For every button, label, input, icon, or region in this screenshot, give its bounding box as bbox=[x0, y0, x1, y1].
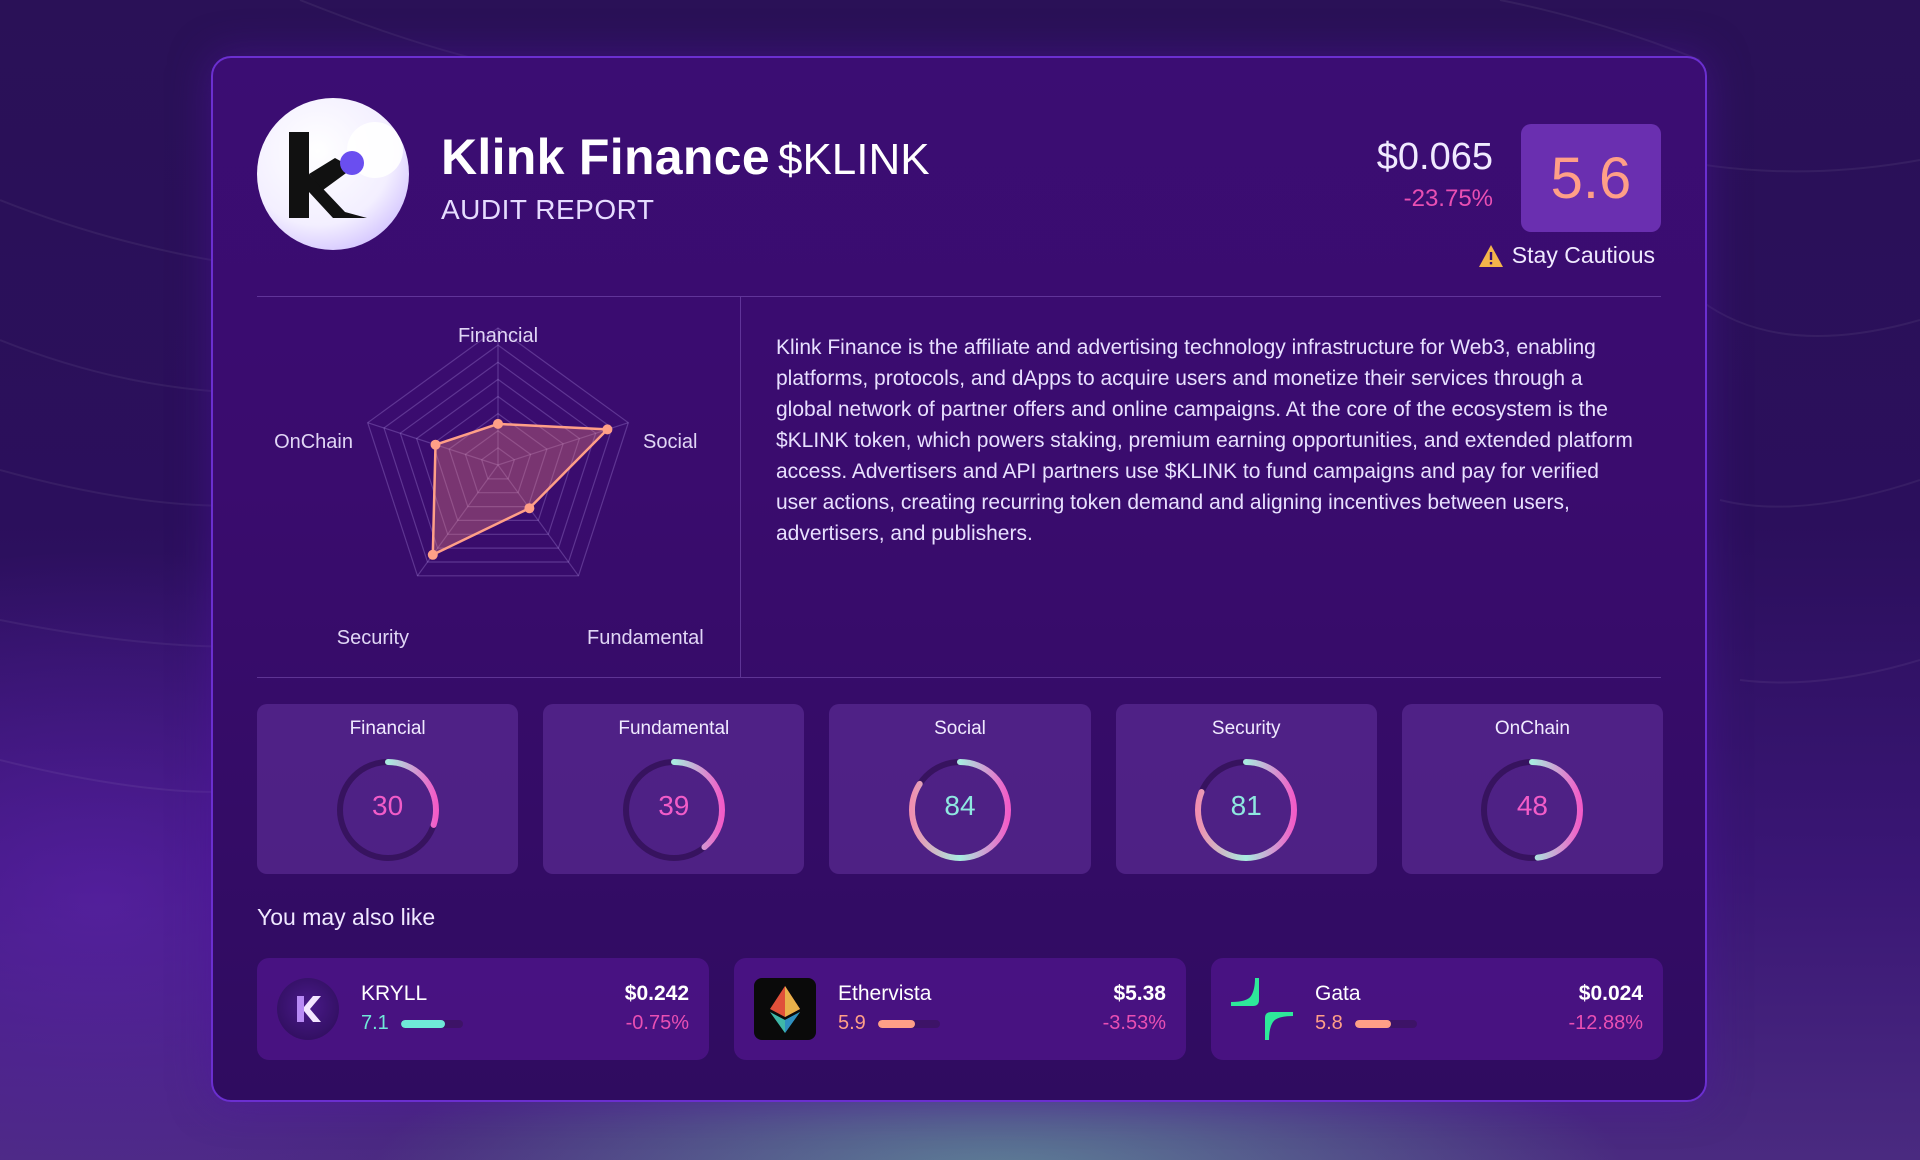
related-score: 5.8 bbox=[1315, 1012, 1343, 1034]
related-tokens: KRYLL 7.1 $0.242 -0.75% Ethervista 5.9 $… bbox=[257, 958, 1663, 1060]
token-ticker: $KLINK bbox=[777, 135, 930, 184]
token-description: Klink Finance is the affiliate and adver… bbox=[776, 336, 1633, 545]
radar-grid-ring bbox=[399, 361, 597, 549]
metric-card-security: Security 81 bbox=[1115, 704, 1377, 874]
score-ring bbox=[336, 759, 439, 861]
divider bbox=[740, 297, 741, 677]
score-ring-arc bbox=[1481, 759, 1584, 861]
score-ring-arc bbox=[1195, 759, 1298, 861]
token-title: Klink Finance $KLINK bbox=[441, 128, 930, 186]
token-name: Klink Finance bbox=[441, 129, 770, 185]
metric-label: Social bbox=[934, 718, 986, 739]
related-price: $5.38 bbox=[1113, 982, 1166, 1005]
radar-label-social: Social bbox=[643, 431, 697, 453]
divider bbox=[257, 296, 1661, 297]
radar-label-security: Security bbox=[337, 627, 409, 649]
score-ring-arc bbox=[909, 759, 1011, 861]
radar-label-financial: Financial bbox=[458, 325, 538, 347]
overall-score-badge: 5.6 bbox=[1521, 124, 1661, 232]
related-score-bar-fill bbox=[401, 1020, 446, 1028]
radar-point-fundamental bbox=[524, 503, 535, 514]
related-name: KRYLL bbox=[361, 982, 428, 1005]
metric-label: Financial bbox=[349, 718, 426, 739]
score-ring-arc bbox=[622, 759, 725, 861]
radar-label-fundamental: Fundamental bbox=[587, 627, 704, 649]
metric-label: Security bbox=[1211, 718, 1281, 739]
related-change: -3.53% bbox=[1102, 1012, 1166, 1034]
radar-grid-ring bbox=[383, 344, 613, 563]
radar-area bbox=[431, 422, 609, 557]
metric-label: Fundamental bbox=[618, 718, 730, 739]
radar-grid-ring bbox=[415, 378, 581, 535]
metric-card-social: Social 84 bbox=[829, 704, 1091, 874]
metric-value: 81 bbox=[1230, 790, 1262, 821]
related-section-title: You may also like bbox=[257, 904, 436, 930]
metric-value: 30 bbox=[372, 790, 404, 821]
gata-icon bbox=[1229, 976, 1295, 1042]
related-price: $0.024 bbox=[1578, 982, 1643, 1005]
caution-indicator: Stay Cautious bbox=[1478, 242, 1655, 269]
radar-grid-ring bbox=[448, 412, 548, 508]
radar-point-security bbox=[427, 549, 438, 560]
caution-label: Stay Cautious bbox=[1511, 242, 1655, 268]
related-score-bar-fill bbox=[878, 1020, 915, 1028]
metric-card-fundamental: Fundamental 39 bbox=[543, 704, 805, 874]
related-score-bar bbox=[401, 1020, 463, 1028]
kryll-icon bbox=[277, 978, 339, 1040]
price-change: -23.75% bbox=[1403, 185, 1493, 212]
metric-card-financial: Financial 30 bbox=[257, 704, 519, 874]
metric-value: 48 bbox=[1516, 790, 1548, 821]
related-name: Gata bbox=[1315, 982, 1361, 1005]
divider bbox=[257, 677, 1661, 678]
radar-point-social bbox=[602, 424, 613, 435]
related-card-gata[interactable]: Gata 5.8 $0.024 -12.88% bbox=[1211, 958, 1663, 1060]
radar-point-onchain bbox=[430, 439, 441, 450]
price-block: $0.065 -23.75% bbox=[1377, 136, 1493, 213]
radar-grid-ring bbox=[432, 395, 564, 521]
related-score: 7.1 bbox=[361, 1012, 389, 1034]
metric-card-onchain: OnChain 48 bbox=[1401, 704, 1664, 874]
related-change: -0.75% bbox=[625, 1012, 689, 1034]
score-ring bbox=[622, 759, 725, 861]
radar-axis bbox=[497, 464, 579, 577]
metric-value: 84 bbox=[944, 790, 976, 821]
klink-logo-icon bbox=[257, 98, 409, 250]
score-ring bbox=[909, 759, 1011, 861]
radar-chart: Financial Social Fundamental Security On… bbox=[274, 325, 704, 649]
metric-value: 39 bbox=[658, 790, 690, 821]
token-price: $0.065 bbox=[1376, 136, 1493, 178]
radar-grid-ring bbox=[464, 430, 532, 494]
metric-label: OnChain bbox=[1494, 718, 1570, 739]
score-ring bbox=[1195, 759, 1298, 861]
related-name: Ethervista bbox=[838, 982, 932, 1005]
warning-icon bbox=[1478, 244, 1503, 267]
radar-grid-ring bbox=[366, 327, 630, 577]
radar-label-onchain: OnChain bbox=[274, 431, 353, 453]
related-price: $0.242 bbox=[624, 982, 689, 1005]
related-card-kryll[interactable]: KRYLL 7.1 $0.242 -0.75% bbox=[257, 958, 709, 1060]
related-score-bar-fill bbox=[1355, 1020, 1391, 1028]
ethervista-icon bbox=[754, 978, 816, 1040]
related-change: -12.88% bbox=[1568, 1012, 1644, 1034]
radar-grid-ring bbox=[480, 447, 516, 480]
related-card-ethervista[interactable]: Ethervista 5.9 $5.38 -3.53% bbox=[734, 958, 1186, 1060]
report-subtitle: AUDIT REPORT bbox=[441, 194, 655, 225]
score-ring-arc bbox=[336, 759, 439, 861]
related-score-bar bbox=[878, 1020, 940, 1028]
audit-card: Klink Finance $KLINK AUDIT REPORT $0.065 … bbox=[211, 56, 1707, 1102]
related-score: 5.9 bbox=[838, 1012, 866, 1034]
related-score-bar bbox=[1355, 1020, 1417, 1028]
score-ring bbox=[1481, 759, 1584, 861]
metric-cards: Financial 30 Fundamental 39 Social 84 Se… bbox=[257, 704, 1664, 874]
radar-point-financial bbox=[493, 418, 503, 429]
